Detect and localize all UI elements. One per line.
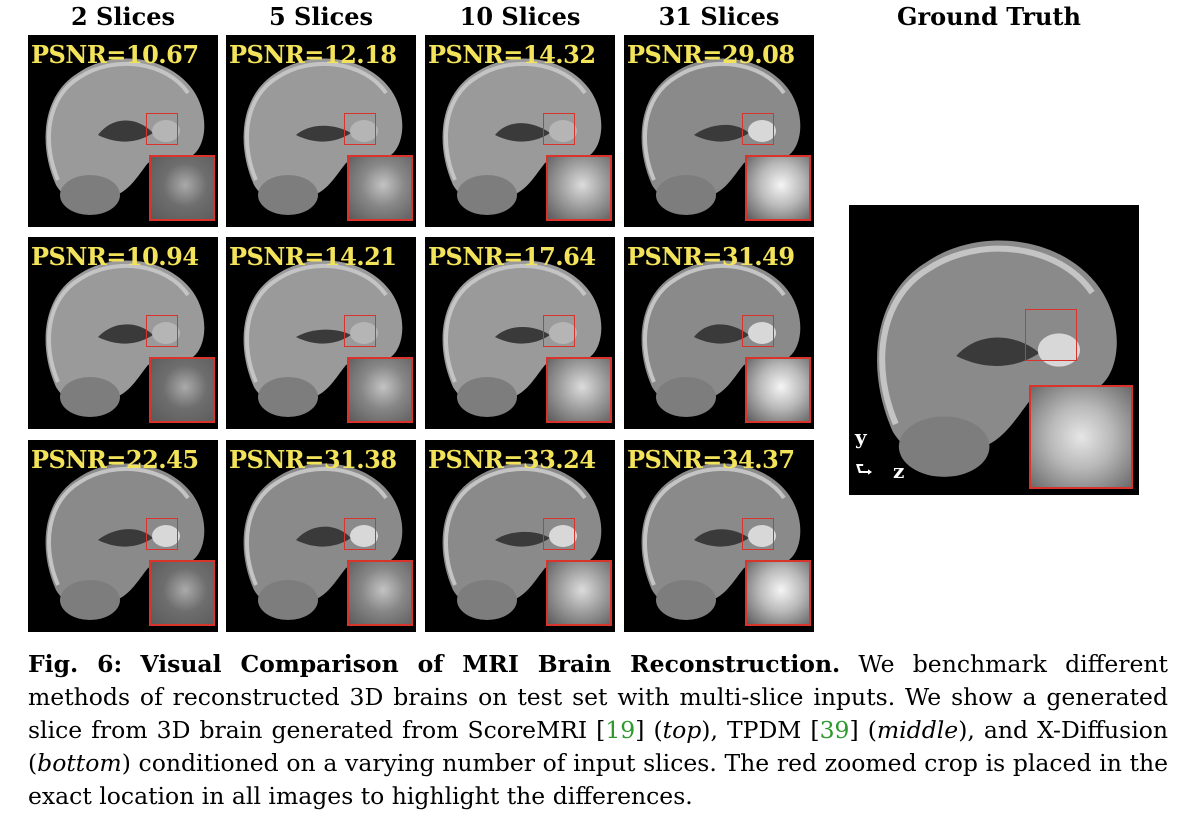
panel-tpdm-5-slices: PSNR=14.21 — [226, 237, 416, 429]
zoomed-crop-inset — [1029, 385, 1133, 489]
psnr-label: PSNR=31.38 — [229, 445, 397, 474]
caption-text: ) conditioned on a varying number of inp… — [28, 749, 1168, 810]
panel-tpdm-10-slices: PSNR=17.64 — [425, 237, 615, 429]
column-header-2-slices: 2 Slices — [70, 2, 175, 31]
zoomed-crop-inset — [149, 155, 215, 221]
psnr-label: PSNR=14.32 — [428, 40, 596, 69]
crop-region-box — [146, 518, 178, 550]
mri-slice-image — [243, 58, 403, 215]
mri-slice-image — [641, 260, 801, 417]
psnr-label: PSNR=33.24 — [428, 445, 596, 474]
psnr-label: PSNR=14.21 — [229, 242, 397, 271]
crop-region-box — [344, 113, 376, 145]
psnr-label: PSNR=10.67 — [31, 40, 199, 69]
psnr-label: PSNR=29.08 — [627, 40, 795, 69]
psnr-label: PSNR=17.64 — [428, 242, 596, 271]
panel-scoremri-31-slices: PSNR=29.08 — [624, 35, 814, 227]
zoomed-crop-inset — [149, 560, 215, 626]
mri-slice-image — [442, 260, 602, 417]
mri-slice-image — [641, 58, 801, 215]
mri-slice-image — [641, 463, 801, 620]
mri-slice-image — [45, 463, 205, 620]
zoomed-crop-inset — [546, 155, 612, 221]
caption-text: ] ( — [849, 716, 877, 744]
crop-region-box — [543, 518, 575, 550]
caption-text: We benchmark different methods of recons… — [28, 650, 1168, 744]
caption-title: Visual Comparison of MRI Brain Reconstru… — [140, 650, 841, 678]
mri-slice-image — [877, 240, 1117, 477]
caption-fig-label: Fig. 6: — [28, 650, 123, 678]
caption-emphasis: middle — [876, 716, 959, 744]
zoomed-crop-inset — [347, 560, 413, 626]
zoomed-crop-inset — [347, 357, 413, 423]
mri-slice-image — [45, 58, 205, 215]
crop-region-box — [543, 113, 575, 145]
panel-xdiffusion-2-slices: PSNR=22.45 — [28, 440, 218, 632]
axis-arrow-icon: ⮑ — [855, 457, 873, 481]
crop-region-box — [146, 113, 178, 145]
citation-link[interactable]: 39 — [819, 716, 850, 744]
crop-region-box — [344, 315, 376, 347]
mri-slice-image — [442, 58, 602, 215]
panel-scoremri-2-slices: PSNR=10.67 — [28, 35, 218, 227]
zoomed-crop-inset — [546, 357, 612, 423]
citation-link[interactable]: 19 — [605, 716, 636, 744]
panel-scoremri-5-slices: PSNR=12.18 — [226, 35, 416, 227]
crop-region-box — [543, 315, 575, 347]
axis-z-label: z — [893, 459, 905, 483]
zoomed-crop-inset — [149, 357, 215, 423]
panel-xdiffusion-10-slices: PSNR=33.24 — [425, 440, 615, 632]
column-header-ground-truth: Ground Truth — [897, 2, 1081, 31]
psnr-label: PSNR=10.94 — [31, 242, 199, 271]
crop-region-box — [742, 518, 774, 550]
zoomed-crop-inset — [347, 155, 413, 221]
caption-emphasis: bottom — [37, 749, 122, 777]
caption-text: ] ( — [635, 716, 663, 744]
mri-slice-image — [442, 463, 602, 620]
zoomed-crop-inset — [745, 357, 811, 423]
column-header-5-slices: 5 Slices — [268, 2, 373, 31]
mri-slice-image — [243, 260, 403, 417]
psnr-label: PSNR=22.45 — [31, 445, 199, 474]
axis-y-label: y — [855, 425, 867, 449]
zoomed-crop-inset — [745, 155, 811, 221]
caption-text: ), TPDM [ — [701, 716, 820, 744]
crop-region-box — [344, 518, 376, 550]
crop-region-box — [742, 315, 774, 347]
psnr-label: PSNR=34.37 — [627, 445, 795, 474]
panel-xdiffusion-5-slices: PSNR=31.38 — [226, 440, 416, 632]
zoomed-crop-inset — [745, 560, 811, 626]
psnr-label: PSNR=12.18 — [229, 40, 397, 69]
panel-tpdm-2-slices: PSNR=10.94 — [28, 237, 218, 429]
caption-emphasis: top — [662, 716, 702, 744]
column-header-31-slices: 31 Slices — [658, 2, 780, 31]
crop-region-box — [1025, 309, 1077, 361]
zoomed-crop-inset — [546, 560, 612, 626]
ground-truth-panel: y ⮑ z — [849, 205, 1139, 495]
crop-region-box — [742, 113, 774, 145]
mri-slice-image — [243, 463, 403, 620]
figure-caption: Fig. 6: Visual Comparison of MRI Brain R… — [28, 648, 1168, 813]
crop-region-box — [146, 315, 178, 347]
panel-scoremri-10-slices: PSNR=14.32 — [425, 35, 615, 227]
column-header-10-slices: 10 Slices — [459, 2, 581, 31]
mri-slice-image — [45, 260, 205, 417]
panel-xdiffusion-31-slices: PSNR=34.37 — [624, 440, 814, 632]
caption-text: ), and X-Diffusion ( — [28, 716, 1168, 777]
psnr-label: PSNR=31.49 — [627, 242, 795, 271]
panel-tpdm-31-slices: PSNR=31.49 — [624, 237, 814, 429]
